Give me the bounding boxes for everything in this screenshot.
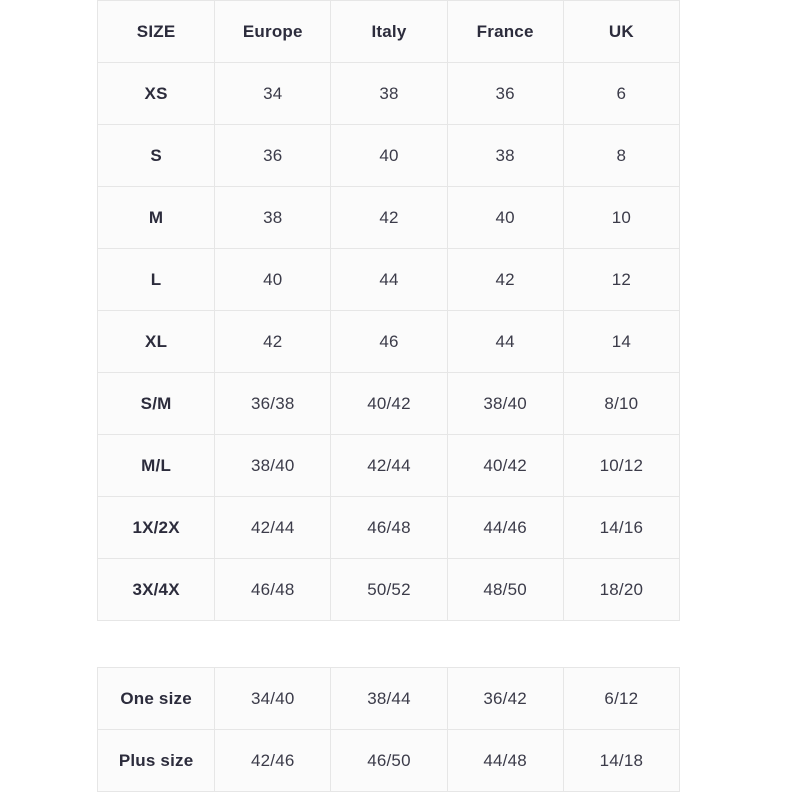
cell-uk: 18/20 (562, 558, 681, 621)
cell-france: 48/50 (446, 558, 564, 621)
cell-italy: 50/52 (330, 558, 448, 621)
cell-france: 44/48 (446, 729, 564, 792)
table-row: M 38 42 40 10 (96, 186, 681, 249)
cell-italy: 40 (330, 124, 448, 187)
cell-uk: 8 (562, 124, 681, 187)
cell-italy: 44 (330, 248, 448, 311)
cell-europe: 42 (214, 310, 332, 373)
table-row: Plus size 42/46 46/50 44/48 14/18 (96, 729, 681, 792)
cell-europe: 38 (214, 186, 332, 249)
row-label: XS (96, 62, 216, 125)
standard-size-table: SIZE Europe Italy France UK XS 34 38 36 … (96, 0, 681, 621)
cell-italy: 46/48 (330, 496, 448, 559)
row-label: 1X/2X (96, 496, 216, 559)
row-label: XL (96, 310, 216, 373)
cell-france: 38 (446, 124, 564, 187)
cell-europe: 36 (214, 124, 332, 187)
cell-france: 44/46 (446, 496, 564, 559)
row-label: Plus size (96, 729, 216, 792)
cell-europe: 34 (214, 62, 332, 125)
cell-uk: 10 (562, 186, 681, 249)
cell-europe: 38/40 (214, 434, 332, 497)
table-row: 3X/4X 46/48 50/52 48/50 18/20 (96, 558, 681, 621)
standard-size-table-container: SIZE Europe Italy France UK XS 34 38 36 … (96, 0, 681, 621)
one-size-plus-size-table: One size 34/40 38/44 36/42 6/12 Plus siz… (96, 667, 681, 792)
cell-france: 44 (446, 310, 564, 373)
column-header-france: France (446, 0, 564, 63)
cell-italy: 42/44 (330, 434, 448, 497)
cell-europe: 42/46 (214, 729, 332, 792)
cell-uk: 14 (562, 310, 681, 373)
one-size-plus-size-table-container: One size 34/40 38/44 36/42 6/12 Plus siz… (96, 667, 681, 792)
cell-france: 42 (446, 248, 564, 311)
column-header-uk: UK (562, 0, 681, 63)
cell-france: 36/42 (446, 667, 564, 730)
header-row: SIZE Europe Italy France UK (96, 0, 681, 63)
cell-uk: 12 (562, 248, 681, 311)
cell-europe: 46/48 (214, 558, 332, 621)
cell-uk: 14/18 (562, 729, 681, 792)
cell-italy: 46 (330, 310, 448, 373)
table-row: S 36 40 38 8 (96, 124, 681, 187)
cell-uk: 6 (562, 62, 681, 125)
row-label: L (96, 248, 216, 311)
table-row: S/M 36/38 40/42 38/40 8/10 (96, 372, 681, 435)
cell-italy: 38/44 (330, 667, 448, 730)
table-body: XS 34 38 36 6 S 36 40 38 8 M 38 42 (96, 62, 681, 621)
row-label: M/L (96, 434, 216, 497)
row-label: S/M (96, 372, 216, 435)
row-label: M (96, 186, 216, 249)
table-row: XS 34 38 36 6 (96, 62, 681, 125)
column-header-size: SIZE (96, 0, 216, 63)
table-row: XL 42 46 44 14 (96, 310, 681, 373)
cell-france: 36 (446, 62, 564, 125)
cell-italy: 46/50 (330, 729, 448, 792)
table-row: L 40 44 42 12 (96, 248, 681, 311)
cell-france: 40 (446, 186, 564, 249)
cell-uk: 6/12 (562, 667, 681, 730)
cell-france: 40/42 (446, 434, 564, 497)
cell-italy: 42 (330, 186, 448, 249)
cell-uk: 14/16 (562, 496, 681, 559)
cell-italy: 38 (330, 62, 448, 125)
cell-france: 38/40 (446, 372, 564, 435)
row-label: One size (96, 667, 216, 730)
column-header-europe: Europe (214, 0, 332, 63)
table-header: SIZE Europe Italy France UK (96, 0, 681, 63)
column-header-italy: Italy (330, 0, 448, 63)
table-row: M/L 38/40 42/44 40/42 10/12 (96, 434, 681, 497)
table-body: One size 34/40 38/44 36/42 6/12 Plus siz… (96, 667, 681, 792)
cell-uk: 10/12 (562, 434, 681, 497)
cell-europe: 36/38 (214, 372, 332, 435)
row-label: 3X/4X (96, 558, 216, 621)
cell-italy: 40/42 (330, 372, 448, 435)
table-row: One size 34/40 38/44 36/42 6/12 (96, 667, 681, 730)
cell-uk: 8/10 (562, 372, 681, 435)
table-row: 1X/2X 42/44 46/48 44/46 14/16 (96, 496, 681, 559)
row-label: S (96, 124, 216, 187)
cell-europe: 42/44 (214, 496, 332, 559)
cell-europe: 40 (214, 248, 332, 311)
cell-europe: 34/40 (214, 667, 332, 730)
